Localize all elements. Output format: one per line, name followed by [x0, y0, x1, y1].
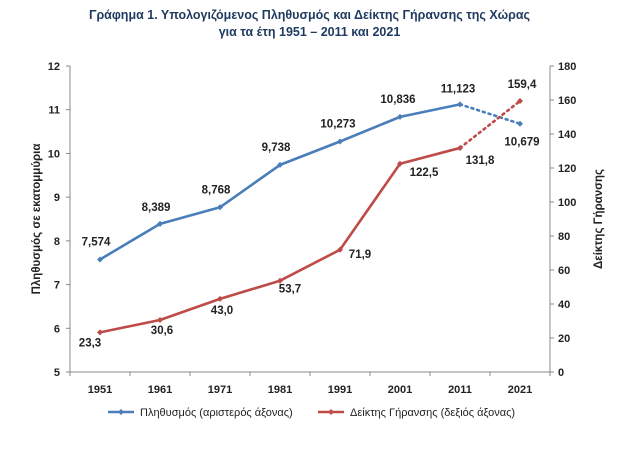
left-tick-label: 7 [54, 280, 60, 292]
legend-label-1: Πληθυσμός (αριστερός άξονας) [140, 407, 293, 419]
data-point [277, 161, 283, 168]
legend-marker-2 [328, 409, 334, 415]
y-axis-left-title: Πληθυσμός σε εκατομμύρια [31, 144, 43, 295]
series-projection-2 [458, 99, 522, 150]
right-tick-label: 160 [558, 95, 576, 107]
data-point [97, 329, 103, 336]
left-tick-label: 9 [54, 192, 60, 204]
right-tick-label: 0 [558, 367, 564, 379]
data-label: 8,768 [202, 184, 231, 196]
data-label: 7,574 [82, 236, 111, 248]
x-tick-label: 1981 [268, 384, 292, 396]
x-tick-label: 1961 [148, 384, 172, 396]
series-projection-1 [458, 103, 522, 126]
chart-title: Γράφημα 1. Υπολογιζόμενος Πληθυσμός και … [88, 8, 531, 22]
data-point [217, 295, 223, 302]
data-label: 11,123 [441, 83, 476, 95]
data-label: 43,0 [211, 305, 233, 317]
right-tick-label: 180 [558, 61, 576, 73]
data-point [397, 160, 403, 167]
data-label: 122,5 [410, 167, 439, 179]
data-label: 9,738 [262, 142, 291, 154]
series-line-2 [99, 146, 461, 334]
x-tick-label: 2011 [448, 384, 472, 396]
x-tick-label: 1971 [208, 384, 232, 396]
right-tick-label: 120 [558, 163, 576, 175]
left-tick-label: 8 [54, 236, 60, 248]
left-tick-label: 11 [48, 105, 60, 117]
right-tick-label: 140 [558, 129, 576, 141]
left-tick-label: 5 [54, 367, 60, 379]
data-label: 53,7 [279, 284, 301, 296]
x-tick-label: 2021 [508, 384, 532, 396]
data-label: 8,389 [142, 202, 171, 214]
data-point [157, 316, 163, 323]
right-tick-label: 80 [558, 231, 570, 243]
data-label: 23,3 [79, 337, 101, 349]
data-point [517, 120, 523, 127]
left-tick-label: 6 [54, 323, 60, 335]
data-point [277, 277, 283, 284]
data-label: 10,273 [320, 118, 355, 130]
left-tick-label: 10 [48, 148, 60, 160]
data-point [457, 144, 463, 151]
x-tick-label: 1951 [88, 384, 112, 396]
data-label: 159,4 [508, 79, 537, 91]
legend-marker-1 [118, 409, 124, 415]
data-point [217, 204, 223, 211]
data-point [517, 98, 523, 105]
data-point [97, 256, 103, 263]
data-label: 30,6 [151, 325, 173, 337]
x-tick-label: 2001 [388, 384, 412, 396]
data-point [157, 220, 163, 227]
data-label: 71,9 [349, 249, 371, 261]
left-tick-label: 12 [48, 61, 60, 73]
series-line-1 [99, 103, 461, 261]
data-label: 131,8 [466, 155, 495, 167]
data-point [397, 113, 403, 120]
right-tick-label: 40 [558, 299, 570, 311]
data-point [337, 246, 343, 253]
data-point [457, 101, 463, 108]
data-label: 10,836 [380, 94, 415, 106]
y-axis-right-title: Δείκτης Γήρανσης [593, 169, 605, 269]
legend-label-2: Δείκτης Γήρανσης (δεξιός άξονας) [350, 407, 515, 419]
right-tick-label: 20 [558, 333, 570, 345]
data-point [337, 138, 343, 145]
right-tick-label: 60 [558, 265, 570, 277]
right-tick-label: 100 [558, 197, 576, 209]
x-tick-label: 1991 [328, 384, 352, 396]
data-label: 10,679 [504, 137, 539, 149]
chart-subtitle: για τα έτη 1951 – 2011 και 2021 [218, 25, 401, 39]
